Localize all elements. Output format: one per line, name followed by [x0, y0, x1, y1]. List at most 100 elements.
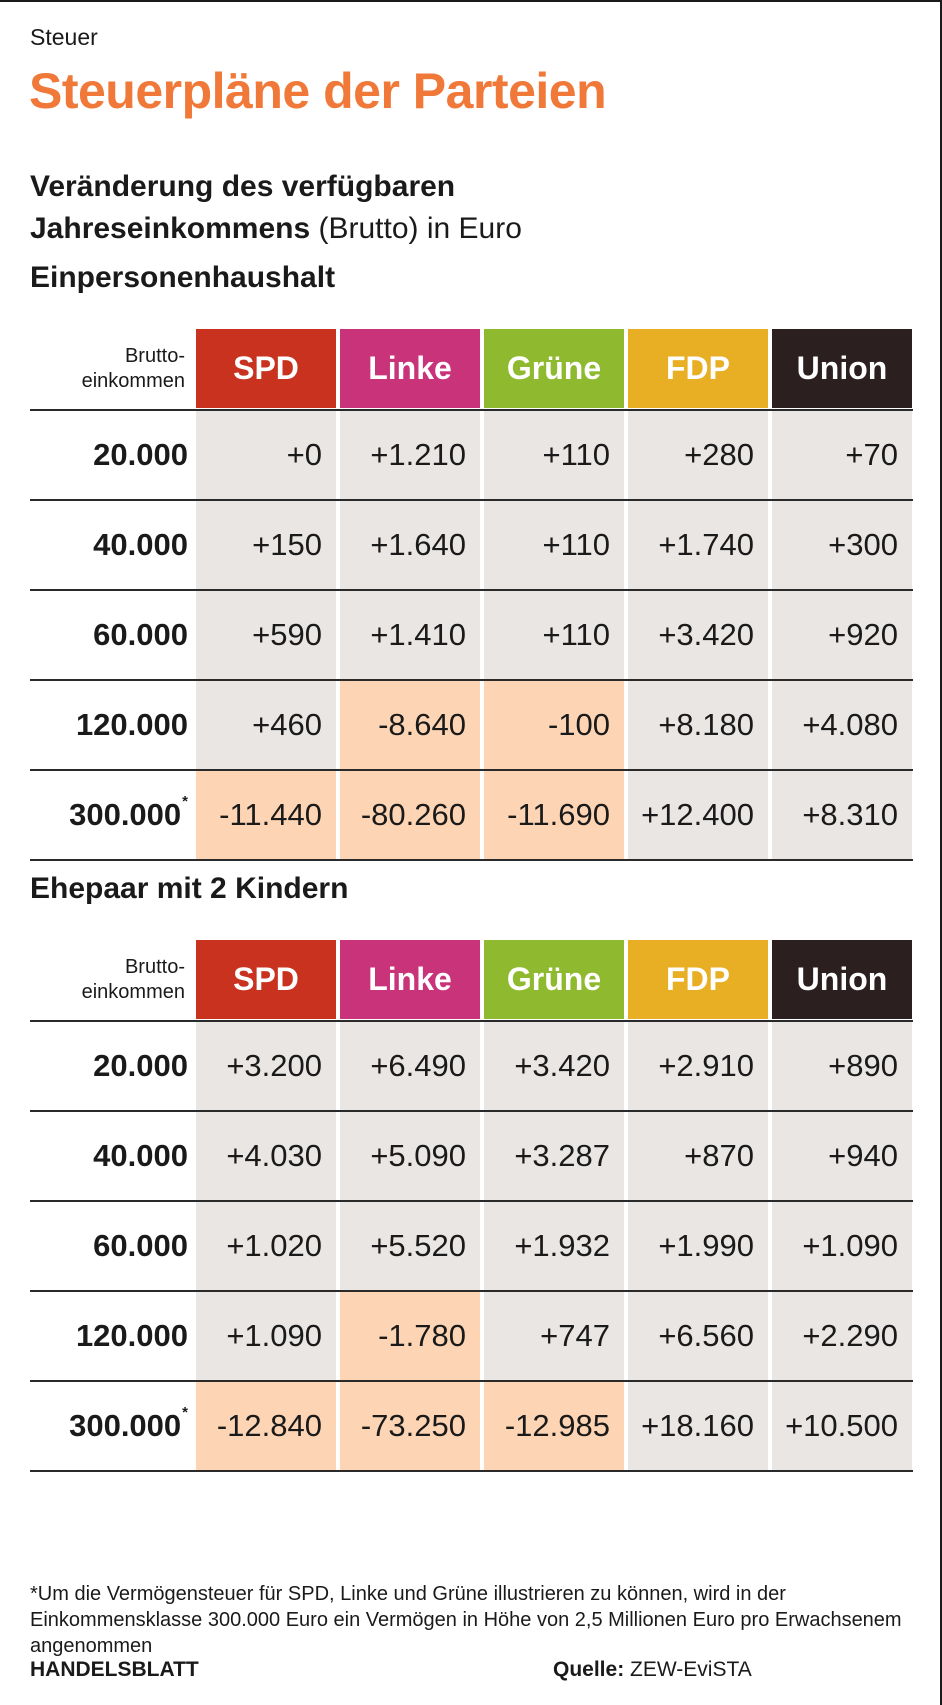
table-cell: -1.780: [340, 1292, 480, 1380]
table-title: Einpersonenhaushalt: [30, 261, 336, 294]
table-cell: +1.410: [340, 591, 480, 679]
table-cell: +3.287: [484, 1112, 624, 1200]
brand-logo: HANDELSBLATT: [30, 1658, 199, 1681]
table-cell: +8.180: [628, 681, 768, 769]
table-cell: +1.932: [484, 1202, 624, 1290]
table-cell: +0: [196, 411, 336, 499]
table-cell: +1.210: [340, 411, 480, 499]
income-value: 300.000: [69, 797, 182, 832]
chart-subtitle: Veränderung des verfügbaren Jahreseinkom…: [30, 166, 522, 250]
party-header-fdp: FDP: [628, 329, 768, 408]
source-label: Quelle:: [553, 1658, 625, 1681]
table-rule: [30, 679, 913, 681]
table-cell: +4.030: [196, 1112, 336, 1200]
table-rule: [30, 1290, 913, 1292]
table-cell: +870: [628, 1112, 768, 1200]
table-cell: +4.080: [772, 681, 912, 769]
income-label: 20.000: [30, 1022, 188, 1110]
table-rule: [30, 1470, 913, 1472]
row-header-line2: einkommen: [81, 981, 185, 1003]
income-label: 20.000: [30, 411, 188, 499]
party-header-linke: Linke: [340, 940, 480, 1019]
row-header-line1: Brutto-: [124, 956, 185, 978]
party-header-fdp: FDP: [628, 940, 768, 1019]
table-cell: +110: [484, 501, 624, 589]
subtitle-line2-bold: Jahreseinkommens: [30, 212, 311, 245]
table-cell: +6.560: [628, 1292, 768, 1380]
table-rule: [30, 409, 913, 411]
party-header-union: Union: [772, 329, 912, 408]
row-header-label: Brutto-einkommen: [30, 955, 185, 1005]
party-header-spd: SPD: [196, 329, 336, 408]
table-cell: +1.020: [196, 1202, 336, 1290]
table-cell: -80.260: [340, 771, 480, 859]
table-cell: +5.090: [340, 1112, 480, 1200]
table-cell: +3.200: [196, 1022, 336, 1110]
table-cell: +1.090: [772, 1202, 912, 1290]
subtitle-line1: Veränderung des verfügbaren: [30, 170, 456, 203]
table-rule: [30, 859, 913, 861]
table-cell: +110: [484, 411, 624, 499]
source-text: ZEW-EviSTA: [624, 1658, 752, 1681]
income-label: 120.000: [30, 681, 188, 769]
chart-title: Steuerpläne der Parteien: [29, 63, 607, 119]
table-rule: [30, 1020, 913, 1022]
table-rule: [30, 1380, 913, 1382]
table-rule: [30, 1200, 913, 1202]
row-header-label: Brutto-einkommen: [30, 344, 185, 394]
top-rule: [0, 0, 942, 2]
income-value: 60.000: [93, 1228, 188, 1263]
income-value: 20.000: [93, 1048, 188, 1083]
party-header-linke: Linke: [340, 329, 480, 408]
party-header-gruene: Grüne: [484, 940, 624, 1019]
party-header-spd: SPD: [196, 940, 336, 1019]
source-credit: Quelle: ZEW-EviSTA: [553, 1658, 752, 1682]
income-value: 120.000: [75, 1318, 188, 1353]
table-rule: [30, 1110, 913, 1112]
table-cell: +3.420: [628, 591, 768, 679]
table-cell: +5.520: [340, 1202, 480, 1290]
table-cell: +920: [772, 591, 912, 679]
income-label: 40.000: [30, 1112, 188, 1200]
footnote-marker: *: [182, 793, 188, 810]
table-title: Ehepaar mit 2 Kindern: [30, 872, 349, 905]
table-cell: +70: [772, 411, 912, 499]
table-cell: +590: [196, 591, 336, 679]
table-cell: +12.400: [628, 771, 768, 859]
table-cell: +10.500: [772, 1382, 912, 1470]
income-label: 300.000 *: [30, 771, 188, 859]
table-cell: +460: [196, 681, 336, 769]
row-header-line1: Brutto-: [124, 345, 185, 367]
table-cell: +940: [772, 1112, 912, 1200]
kicker: Steuer: [30, 24, 98, 50]
table-cell: +1.740: [628, 501, 768, 589]
table-cell: +1.990: [628, 1202, 768, 1290]
party-header-union: Union: [772, 940, 912, 1019]
party-header-gruene: Grüne: [484, 329, 624, 408]
table-rule: [30, 769, 913, 771]
income-label: 60.000: [30, 1202, 188, 1290]
table-cell: +1.090: [196, 1292, 336, 1380]
income-label: 40.000: [30, 501, 188, 589]
table-cell: -12.840: [196, 1382, 336, 1470]
income-value: 20.000: [93, 437, 188, 472]
income-label: 60.000: [30, 591, 188, 679]
table-cell: +747: [484, 1292, 624, 1380]
income-value: 120.000: [75, 707, 188, 742]
income-value: 60.000: [93, 617, 188, 652]
table-cell: +18.160: [628, 1382, 768, 1470]
table-cell: -100: [484, 681, 624, 769]
table-cell: +300: [772, 501, 912, 589]
income-label: 120.000: [30, 1292, 188, 1380]
table-cell: +1.640: [340, 501, 480, 589]
table-cell: +2.910: [628, 1022, 768, 1110]
table-cell: +280: [628, 411, 768, 499]
table-cell: -11.440: [196, 771, 336, 859]
right-rule: [940, 0, 942, 1705]
income-value: 40.000: [93, 527, 188, 562]
income-value: 40.000: [93, 1138, 188, 1173]
table-cell: +150: [196, 501, 336, 589]
table-cell: +3.420: [484, 1022, 624, 1110]
income-label: 300.000 *: [30, 1382, 188, 1470]
table-cell: -8.640: [340, 681, 480, 769]
